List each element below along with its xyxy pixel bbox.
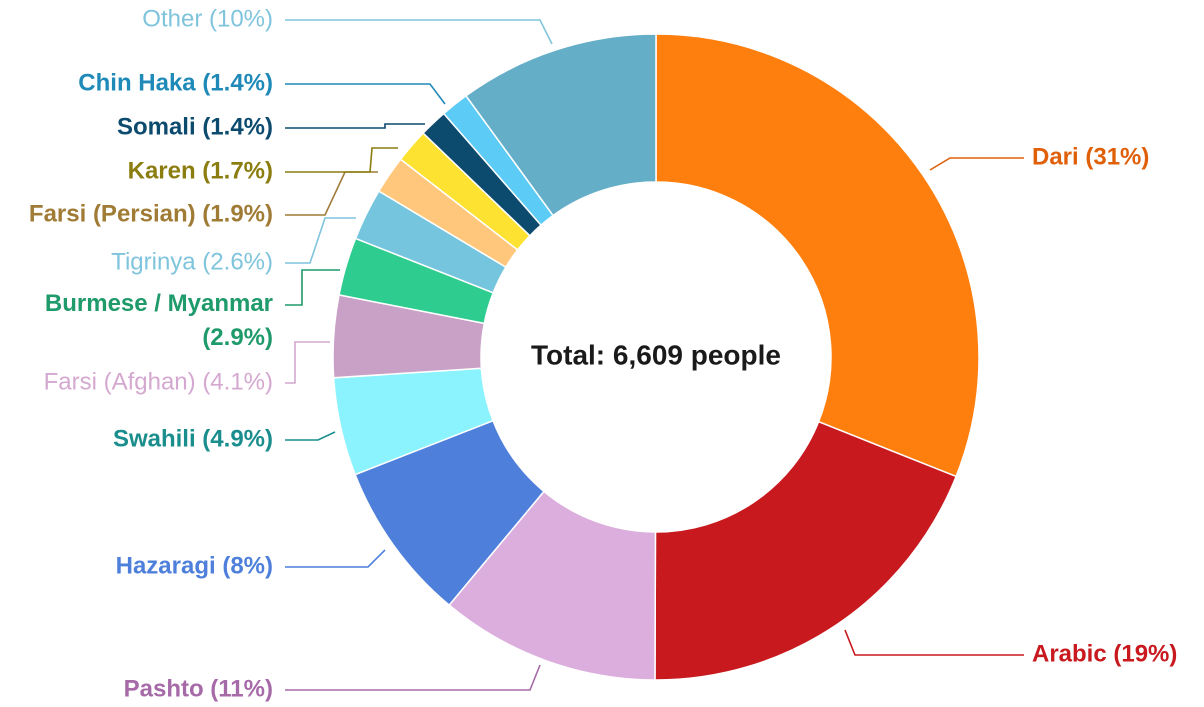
leader-line-tigrinya xyxy=(285,217,356,264)
label-karen: Karen (1.7%) xyxy=(128,157,273,184)
label-somali: Somali (1.4%) xyxy=(117,113,273,140)
slices-group xyxy=(332,33,980,681)
leader-line-hazaragi xyxy=(285,549,386,568)
leader-line-farsi-persian xyxy=(285,171,378,216)
leader-line-karen xyxy=(285,147,398,173)
label-farsi-afghan: Farsi (Afghan) (4.1%) xyxy=(44,368,273,395)
label-pashto: Pashto (11%) xyxy=(124,675,273,702)
label-farsi-persian: Farsi (Persian) (1.9%) xyxy=(29,200,273,227)
label-burmese-myanmar: Burmese / Myanmar (2.9%) xyxy=(45,290,273,351)
leader-line-swahili xyxy=(285,431,336,441)
leader-line-dari xyxy=(929,157,1024,171)
label-hazaragi: Hazaragi (8%) xyxy=(116,552,273,579)
label-chin-haka: Chin Haka (1.4%) xyxy=(78,69,273,96)
label-arabic: Arabic (19%) xyxy=(1032,640,1177,667)
leader-line-pashto xyxy=(285,664,541,691)
label-other: Other (10%) xyxy=(142,5,273,32)
labels-group: Dari (31%) Arabic (19%) Pashto (11%) Hazara… xyxy=(29,5,1177,702)
leader-line-burmese-myanmar xyxy=(285,269,340,306)
center-total-label: Total: 6,609 people xyxy=(531,339,781,370)
leader-line-arabic xyxy=(844,629,1024,656)
leader-line-somali xyxy=(285,123,425,129)
label-tigrinya: Tigrinya (2.6%) xyxy=(111,248,273,275)
leader-line-farsi-afghan xyxy=(285,341,330,384)
donut-hole xyxy=(481,182,831,532)
label-swahili: Swahili (4.9%) xyxy=(113,425,273,452)
leader-line-chin-haka xyxy=(285,83,446,105)
leader-lines-group xyxy=(285,19,1024,691)
label-dari: Dari (31%) xyxy=(1032,143,1149,170)
leader-line-other xyxy=(285,19,553,45)
